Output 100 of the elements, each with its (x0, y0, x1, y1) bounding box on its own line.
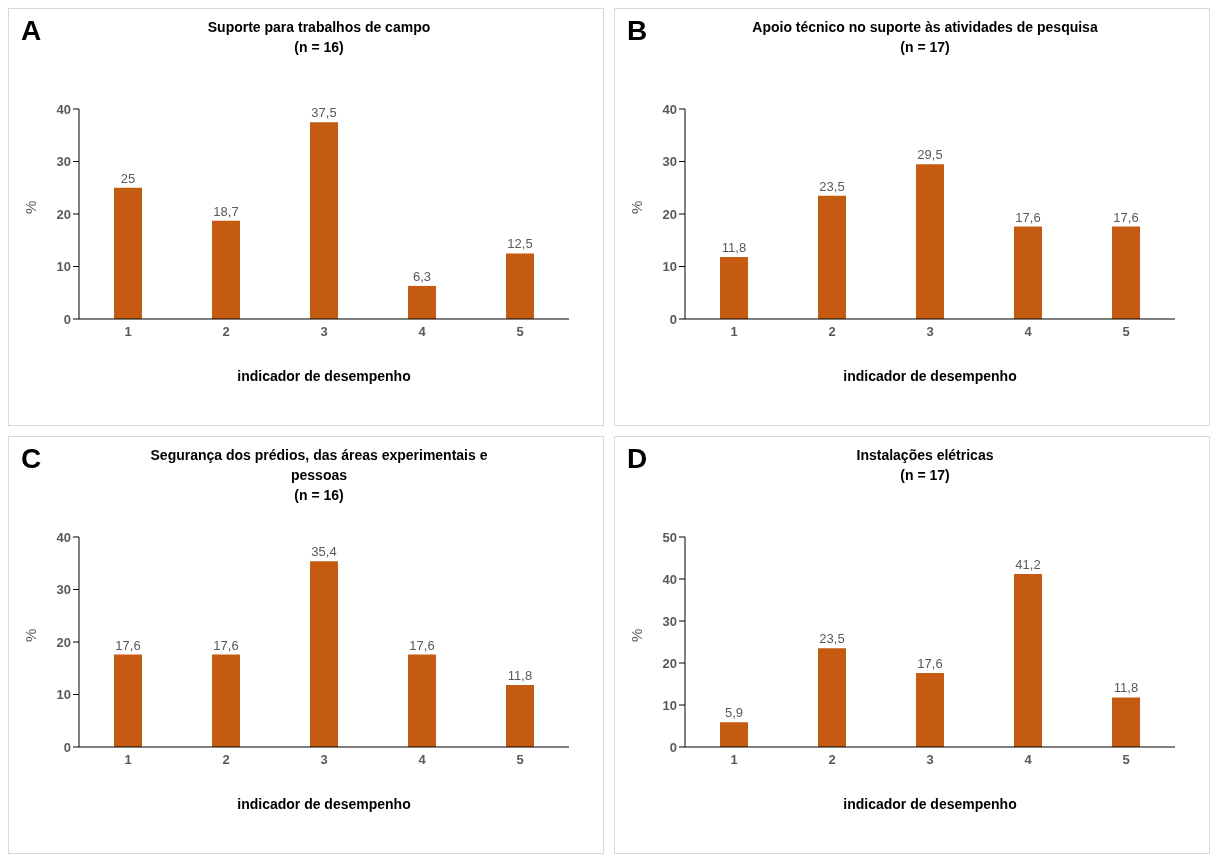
x-tick-label: 5 (516, 324, 524, 340)
bar (916, 164, 944, 319)
x-tick-label: 1 (124, 324, 132, 340)
y-tick-label: 40 (662, 571, 677, 587)
bar (1112, 226, 1140, 319)
data-label: 6,3 (412, 268, 432, 284)
data-label: 23,5 (819, 178, 845, 194)
text: D (627, 443, 648, 475)
y-tick-label: 30 (662, 613, 677, 629)
data-label: 11,8 (1113, 680, 1139, 696)
y-tick-label: 30 (662, 154, 677, 170)
chart-title: Suporte para trabalhos de campo (206, 18, 432, 37)
bar (310, 122, 338, 319)
bar (114, 187, 142, 319)
data-label: 23,5 (819, 631, 845, 647)
y-axis-title: % (628, 200, 646, 214)
y-tick-label: 0 (669, 739, 677, 755)
data-label: 11,8 (721, 240, 747, 256)
x-tick-label: 2 (222, 324, 230, 340)
data-label: 17,6 (1113, 209, 1139, 225)
y-axis-title: % (22, 200, 40, 214)
x-tick-label: 4 (418, 324, 427, 340)
data-label: 35,4 (311, 544, 337, 560)
data-label: 17,6 (1015, 209, 1041, 225)
y-tick-label: 0 (669, 311, 677, 327)
y-axis-title: % (628, 628, 646, 642)
x-tick-label: 5 (516, 752, 524, 768)
bar (1014, 573, 1042, 747)
x-tick-label: 4 (1024, 324, 1033, 340)
x-tick-label: 2 (828, 752, 836, 768)
text: C (21, 443, 42, 475)
bar (408, 285, 436, 319)
x-tick-label: 5 (1122, 752, 1130, 768)
x-tick-label: 4 (1024, 752, 1033, 768)
y-tick-label: 30 (56, 582, 71, 598)
x-tick-label: 2 (222, 752, 230, 768)
y-tick-label: 30 (56, 154, 71, 170)
y-tick-label: 20 (56, 206, 71, 222)
x-tick-label: 1 (124, 752, 132, 768)
chart-title: Apoio técnico no suporte às atividades de pesquisa (751, 18, 1099, 37)
x-tick-label: 1 (730, 752, 738, 768)
bar (818, 195, 846, 319)
data-label: 17,6 (409, 637, 435, 653)
data-label: 12,5 (507, 236, 533, 252)
bar (408, 654, 436, 747)
y-tick-label: 40 (56, 529, 71, 545)
x-axis-title: indicador de desempenho (237, 796, 411, 812)
data-label: 18,7 (213, 203, 239, 219)
y-tick-label: 40 (56, 101, 71, 117)
data-label: 5,9 (724, 705, 744, 721)
x-tick-label: 1 (730, 324, 738, 340)
y-tick-label: 0 (63, 739, 71, 755)
bar (720, 722, 748, 747)
y-tick-label: 10 (662, 697, 677, 713)
y-tick-label: 20 (662, 655, 677, 671)
chart-subtitle: (n = 17) (899, 466, 951, 485)
data-label: 17,6 (213, 637, 239, 653)
x-tick-label: 3 (320, 324, 328, 340)
y-tick-label: 20 (662, 206, 677, 222)
data-label: 37,5 (311, 105, 337, 121)
text: B (627, 15, 648, 47)
chart-subtitle: (n = 17) (899, 38, 951, 57)
y-tick-label: 10 (662, 259, 677, 275)
data-label: 17,6 (115, 637, 141, 653)
bar (114, 654, 142, 747)
y-tick-label: 50 (662, 529, 677, 545)
y-tick-label: 10 (56, 687, 71, 703)
bar (212, 220, 240, 319)
chart-subtitle: (n = 16) (293, 486, 345, 505)
text: A (21, 15, 42, 47)
chart-title: Instalações elétricas (855, 446, 995, 465)
bar (506, 253, 534, 319)
y-axis-title: % (22, 628, 40, 642)
bar (212, 654, 240, 747)
bar (818, 648, 846, 747)
x-tick-label: 3 (320, 752, 328, 768)
x-axis-title: indicador de desempenho (843, 368, 1017, 384)
x-tick-label: 3 (926, 752, 934, 768)
data-label: 29,5 (917, 147, 943, 163)
x-tick-label: 2 (828, 324, 836, 340)
y-tick-label: 0 (63, 311, 71, 327)
data-label: 11,8 (507, 668, 533, 684)
x-axis-title: indicador de desempenho (843, 796, 1017, 812)
y-tick-label: 20 (56, 634, 71, 650)
data-label: 17,6 (917, 656, 943, 672)
bar (720, 257, 748, 319)
bar (1112, 697, 1140, 747)
x-tick-label: 5 (1122, 324, 1130, 340)
bar (916, 673, 944, 747)
x-tick-label: 4 (418, 752, 427, 768)
x-tick-label: 3 (926, 324, 934, 340)
data-label: 41,2 (1015, 556, 1041, 572)
y-tick-label: 10 (56, 259, 71, 275)
chart-subtitle: (n = 16) (293, 38, 345, 57)
y-tick-label: 40 (662, 101, 677, 117)
x-axis-title: indicador de desempenho (237, 368, 411, 384)
bar (310, 561, 338, 747)
bar (1014, 226, 1042, 319)
data-label: 25 (120, 170, 136, 186)
chart-title: Segurança dos prédios, das áreas experimentais e pessoas (149, 446, 489, 485)
